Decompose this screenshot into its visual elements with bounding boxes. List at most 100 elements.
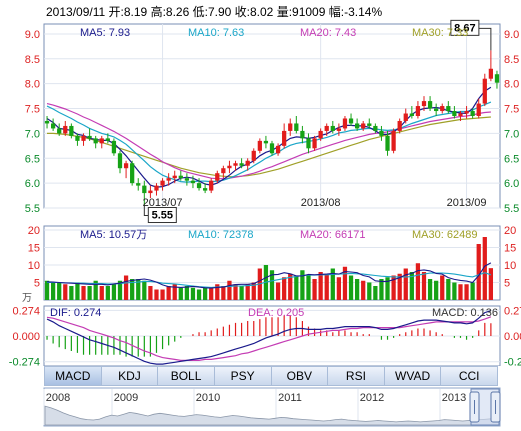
tab-wvad[interactable]: WVAD xyxy=(385,367,442,385)
candle-body xyxy=(409,113,414,116)
candle-body xyxy=(385,135,390,151)
volume-bar xyxy=(482,237,487,300)
volume-bar xyxy=(50,282,56,300)
candle-body xyxy=(130,163,135,184)
volume-tick-left: 20 xyxy=(28,225,40,237)
candle-body xyxy=(312,138,317,149)
volume-bar xyxy=(434,280,439,300)
volume-bar xyxy=(69,286,74,300)
volume-bar xyxy=(440,275,445,300)
volume-bar xyxy=(215,284,220,300)
volume-bar xyxy=(245,284,250,300)
volume-bar xyxy=(354,279,360,300)
candle-body xyxy=(330,125,335,131)
volume-bar xyxy=(306,275,311,300)
candle-body xyxy=(154,185,159,191)
candle-body xyxy=(300,130,305,139)
volume-bar xyxy=(391,275,396,300)
price-tick-right: 9.0 xyxy=(504,29,519,41)
volume-bar xyxy=(458,284,463,300)
macd-tick-left: 0.000 xyxy=(12,331,40,343)
volume-bar xyxy=(123,275,129,300)
volume-bar xyxy=(300,270,305,300)
volume-bar xyxy=(184,286,190,300)
price-tick-left: 8.5 xyxy=(25,54,40,66)
price-tick-right: 6.5 xyxy=(504,153,519,165)
candle-body xyxy=(367,123,372,126)
candle-body xyxy=(142,185,147,194)
candle-body xyxy=(123,163,129,169)
volume-bar xyxy=(275,282,281,300)
volume-tick-right: 5 xyxy=(504,278,510,290)
annotation-leader xyxy=(143,205,149,217)
volume-bar xyxy=(221,286,226,300)
high-annotation: 8.67 xyxy=(454,22,475,34)
range-navigator[interactable]: 2008 2009 2010 2011 2012 2013 xyxy=(0,386,521,431)
volume-bar xyxy=(446,279,451,300)
candle-body xyxy=(57,128,62,134)
volume-tick-left: 10 xyxy=(28,260,40,272)
candle-body xyxy=(470,111,475,116)
volume-bar xyxy=(470,282,475,300)
tab-psy[interactable]: PSY xyxy=(215,367,272,385)
indicator-tabs: MACD KDJ BOLL PSY OBV RSI WVAD CCI xyxy=(44,366,498,386)
candle-body xyxy=(117,153,123,169)
volume-bar xyxy=(476,244,481,300)
candle-body xyxy=(190,180,196,184)
candle-body xyxy=(63,125,68,134)
candle-body xyxy=(482,78,487,104)
candle-body xyxy=(464,111,469,114)
candle-body xyxy=(178,175,183,179)
volume-bar xyxy=(409,272,414,300)
candle-body xyxy=(397,120,402,131)
candle-body xyxy=(446,106,451,112)
macd-tick-right: 0.274 xyxy=(504,305,521,317)
volume-bar xyxy=(178,287,183,300)
tab-boll[interactable]: BOLL xyxy=(158,367,215,385)
volume-bar xyxy=(324,273,329,300)
volume-bar xyxy=(379,279,384,300)
candle-body xyxy=(99,138,104,144)
volume-bar xyxy=(233,284,238,300)
dea-line xyxy=(46,316,492,361)
tab-obv[interactable]: OBV xyxy=(272,367,329,385)
volume-bar xyxy=(239,286,244,300)
candle-body xyxy=(324,125,329,131)
candle-body xyxy=(361,123,366,129)
candle-body xyxy=(215,173,220,181)
candle-body xyxy=(202,188,208,191)
price-tick-right: 8.0 xyxy=(504,79,519,91)
volume-bar xyxy=(93,280,98,300)
macd-tick-right: 0.000 xyxy=(504,331,521,343)
macd-tick-left: -0.274 xyxy=(9,357,40,366)
ma20-volume-label: MA20: 66171 xyxy=(300,229,365,241)
price-chart[interactable]: 9.0 9.0 8.5 8.5 8.0 8.0 7.5 7.5 7.0 7.0 6.5 6.5 6.0 6… xyxy=(0,0,521,226)
volume-bar xyxy=(209,287,214,300)
candle-body xyxy=(75,135,80,141)
tab-rsi[interactable]: RSI xyxy=(328,367,385,385)
volume-bar xyxy=(44,280,50,300)
tab-macd[interactable]: MACD xyxy=(45,367,102,385)
candle-body xyxy=(209,180,214,191)
volume-bar xyxy=(87,286,92,300)
tab-cci[interactable]: CCI xyxy=(458,369,480,383)
price-tick-left: 9.0 xyxy=(25,29,40,41)
candle-body xyxy=(440,106,445,112)
price-tick-left: 8.0 xyxy=(25,79,40,91)
candle-body xyxy=(427,101,433,109)
ma20-price-label: MA20: 7.43 xyxy=(300,27,356,39)
year-label: 2013 xyxy=(442,392,466,404)
year-label: 2008 xyxy=(46,392,70,404)
candle-body xyxy=(282,130,287,146)
volume-bar xyxy=(117,280,123,300)
volume-tick-right: 15 xyxy=(504,243,516,255)
volume-bar xyxy=(269,270,275,300)
volume-bar xyxy=(63,284,68,300)
candle-body xyxy=(111,140,117,154)
volume-bar xyxy=(288,273,293,300)
tab-kdj[interactable]: KDJ xyxy=(102,367,159,385)
candle-body xyxy=(342,118,348,129)
quote-header: 2013/09/11 开:8.19 高:8.26 低:7.90 收:8.02 量… xyxy=(46,3,382,20)
candle-body xyxy=(160,180,165,186)
candle-body xyxy=(81,135,86,141)
